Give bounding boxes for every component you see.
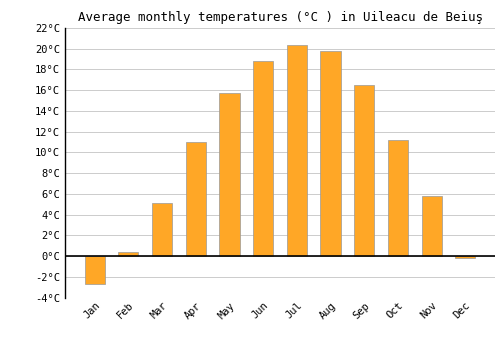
Bar	[422, 196, 442, 256]
Title: Average monthly temperatures (°C ) in Uileacu de Beiuş: Average monthly temperatures (°C ) in Ui…	[78, 11, 482, 24]
Bar	[220, 93, 240, 256]
Bar	[320, 51, 340, 256]
Bar	[388, 140, 408, 256]
Bar	[253, 61, 274, 256]
Bar	[152, 203, 172, 256]
Bar	[186, 142, 206, 256]
Bar	[455, 256, 475, 258]
Bar	[118, 252, 139, 256]
Bar	[286, 44, 307, 256]
Bar	[84, 256, 105, 284]
Bar	[354, 85, 374, 256]
